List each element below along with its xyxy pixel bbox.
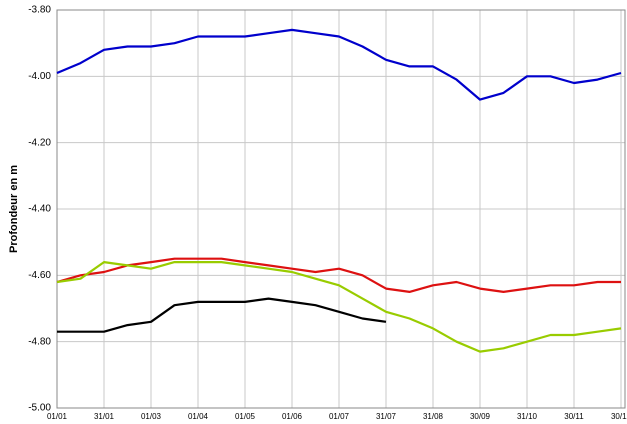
x-tick-label: 01/04: [188, 412, 209, 421]
x-tick-label: 01/01: [47, 412, 68, 421]
x-tick-label: 01/05: [235, 412, 256, 421]
y-tick-label: -5.00: [28, 403, 51, 414]
y-tick-label: -3.80: [28, 5, 51, 16]
plot-border: [56, 9, 626, 409]
x-tick-label: 30/12: [611, 412, 627, 421]
y-tick-label: -4.40: [28, 204, 51, 215]
series-line: [57, 297, 387, 333]
y-tick-label: -4.00: [28, 71, 51, 82]
x-tick-label: 30/09: [470, 412, 491, 421]
x-tick-label: 30/11: [564, 412, 584, 421]
y-tick-label: -4.60: [28, 270, 51, 281]
x-tick-label: 31/10: [517, 412, 538, 421]
series-line: [56, 28, 622, 101]
x-tick-label: 01/06: [282, 412, 303, 421]
y-tick-label: -4.80: [28, 336, 51, 347]
series-line: [56, 257, 621, 293]
x-tick-label: 01/03: [141, 412, 162, 421]
x-tick-label: 01/07: [329, 412, 350, 421]
series-line: [56, 261, 622, 353]
x-tick-label: 31/01: [94, 412, 115, 421]
x-tick-label: 31/07: [376, 412, 397, 421]
x-tick-label: 31/08: [423, 412, 444, 421]
y-axis-label: Profondeur en m: [8, 165, 20, 253]
y-tick-label: -4.20: [28, 137, 51, 148]
